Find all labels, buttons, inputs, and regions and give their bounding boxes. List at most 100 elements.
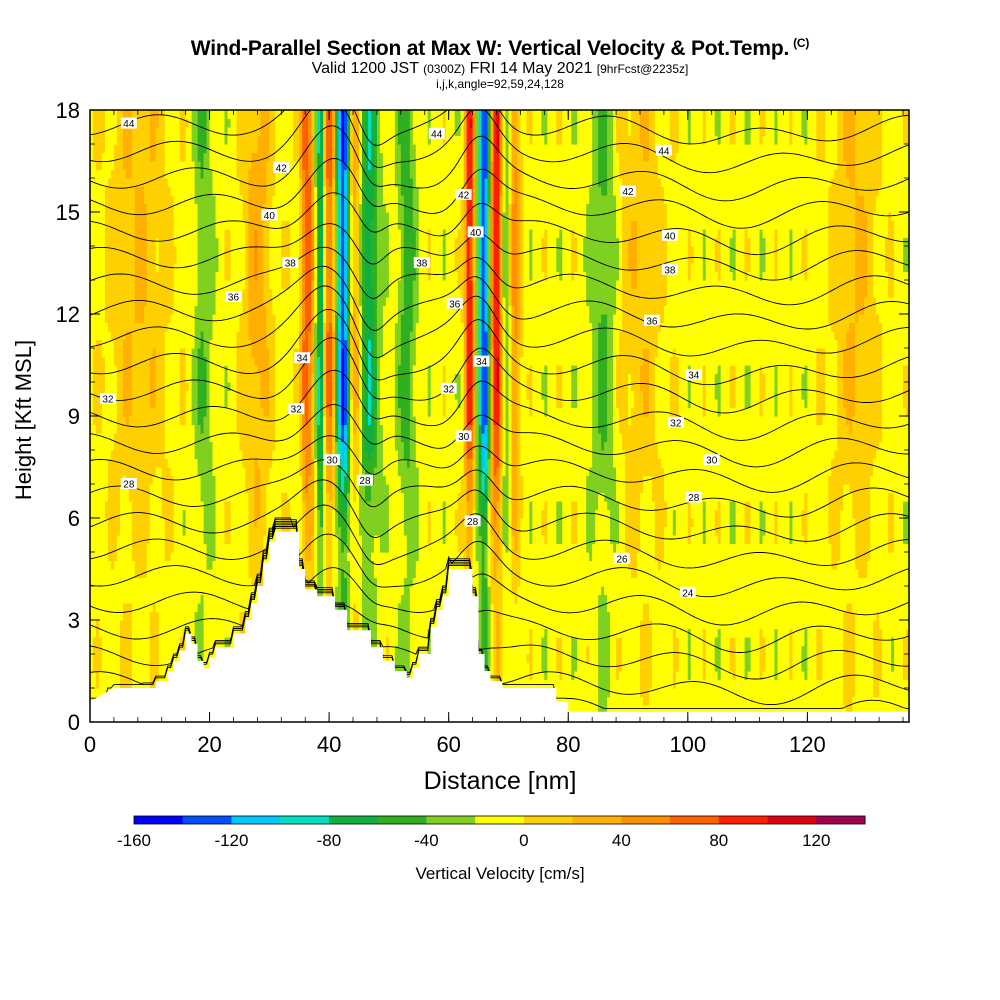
w-cell (134, 535, 139, 545)
w-cell (131, 280, 136, 290)
w-cell (134, 254, 139, 264)
w-cell (116, 577, 121, 587)
w-cell (212, 161, 217, 171)
w-cell (221, 280, 226, 290)
w-cell (131, 110, 136, 120)
w-cell (188, 365, 193, 375)
w-cell (146, 110, 151, 120)
w-cell (101, 382, 106, 392)
w-cell (170, 110, 175, 120)
w-cell (104, 220, 109, 230)
w-cell (128, 322, 133, 332)
w-cell (158, 271, 163, 281)
w-cell (107, 118, 112, 128)
w-cell (221, 178, 226, 188)
w-cell (224, 637, 229, 647)
w-cell (98, 654, 103, 664)
w-cell (176, 203, 181, 213)
w-cell (212, 331, 217, 341)
w-cell (206, 229, 211, 239)
w-cell (101, 331, 106, 341)
w-cell (101, 135, 106, 145)
w-cell (197, 186, 202, 196)
w-cell (164, 620, 169, 630)
w-cell (170, 611, 175, 621)
w-cell (212, 509, 217, 519)
w-cell (209, 297, 214, 307)
w-cell (179, 271, 184, 281)
w-cell (230, 110, 235, 120)
w-cell (194, 637, 199, 647)
w-cell (194, 628, 199, 638)
w-cell (119, 399, 124, 409)
w-cell (164, 407, 169, 417)
w-cell (131, 645, 136, 655)
w-cell (146, 475, 151, 485)
w-cell (92, 654, 97, 664)
w-cell (110, 365, 115, 375)
w-cell (173, 127, 178, 137)
w-cell (176, 458, 181, 468)
w-cell (152, 475, 157, 485)
w-cell (104, 518, 109, 528)
w-cell (107, 212, 112, 222)
w-cell (131, 450, 136, 460)
w-cell (164, 526, 169, 536)
w-cell (203, 399, 208, 409)
w-cell (90, 254, 94, 264)
w-cell (209, 178, 214, 188)
w-cell (131, 331, 136, 341)
w-cell (92, 365, 97, 375)
w-cell (119, 110, 124, 120)
w-cell (161, 586, 166, 596)
w-cell (116, 671, 121, 681)
w-cell (149, 229, 154, 239)
w-cell (164, 433, 169, 443)
w-cell (200, 416, 205, 426)
w-cell (176, 322, 181, 332)
w-cell (116, 254, 121, 264)
w-cell (206, 314, 211, 324)
w-cell (158, 543, 163, 553)
w-cell (98, 144, 103, 154)
w-cell (170, 416, 175, 426)
w-cell (149, 577, 154, 587)
w-cell (146, 263, 151, 273)
w-cell (122, 645, 127, 655)
w-cell (161, 178, 166, 188)
w-cell (140, 186, 145, 196)
w-cell (194, 186, 199, 196)
w-cell (95, 458, 100, 468)
w-cell (185, 501, 190, 511)
w-cell (95, 195, 100, 205)
w-cell (128, 467, 133, 477)
w-cell (221, 552, 226, 562)
w-cell (161, 577, 166, 587)
w-cell (134, 577, 139, 587)
w-cell (90, 297, 94, 307)
w-cell (113, 348, 118, 358)
w-cell (215, 390, 220, 400)
w-cell (161, 671, 166, 681)
w-cell (140, 620, 145, 630)
w-cell (167, 305, 172, 315)
w-cell (185, 280, 190, 290)
w-cell (152, 407, 157, 417)
w-cell (173, 348, 178, 358)
w-cell (101, 339, 106, 349)
w-cell (221, 620, 226, 630)
w-cell (164, 475, 169, 485)
w-cell (113, 543, 118, 553)
w-cell (182, 365, 187, 375)
w-cell (143, 127, 148, 137)
w-cell (158, 373, 163, 383)
w-cell (110, 382, 115, 392)
w-cell (200, 441, 205, 451)
w-cell (203, 314, 208, 324)
w-cell (128, 382, 133, 392)
w-cell (95, 662, 100, 672)
w-cell (170, 501, 175, 511)
w-cell (140, 178, 145, 188)
w-cell (170, 424, 175, 434)
w-cell (197, 118, 202, 128)
